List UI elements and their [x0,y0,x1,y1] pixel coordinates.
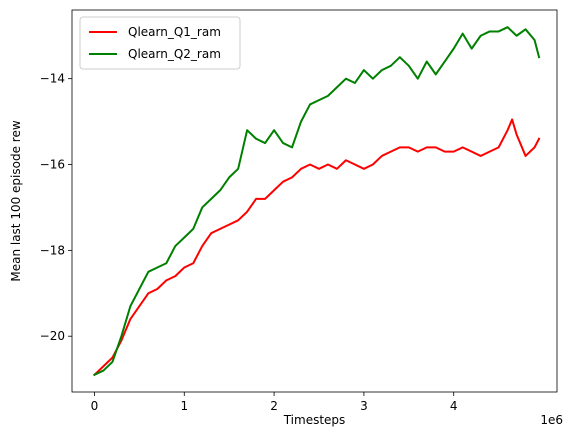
y-tick-label: −18 [40,243,65,257]
x-tick-label: 0 [91,399,99,413]
x-axis-label: Timesteps [283,413,346,427]
y-tick-label: −14 [40,72,65,86]
x-axis-offset-label: 1e6 [540,413,563,427]
x-tick-label: 1 [180,399,188,413]
legend: Qlearn_Q1_ram Qlearn_Q2_ram [79,16,241,70]
axes-layer: 0 1 2 3 4 −20 −18 −16 −14 [40,9,558,413]
y-tick-label: −16 [40,158,65,172]
legend-label: Qlearn_Q1_ram [128,25,221,39]
x-tick-label: 2 [270,399,278,413]
series-line-1 [93,118,541,377]
x-tick-label: 4 [450,399,458,413]
plot-frame [71,9,558,393]
legend-label: Qlearn_Q2_ram [128,47,221,61]
y-axis-label: Mean last 100 episode rew [9,120,23,281]
y-tick-label: −20 [40,329,65,343]
x-tick-label: 3 [360,399,368,413]
legend-box [79,16,241,70]
series-layer [93,26,541,377]
series-line-2 [93,26,541,377]
